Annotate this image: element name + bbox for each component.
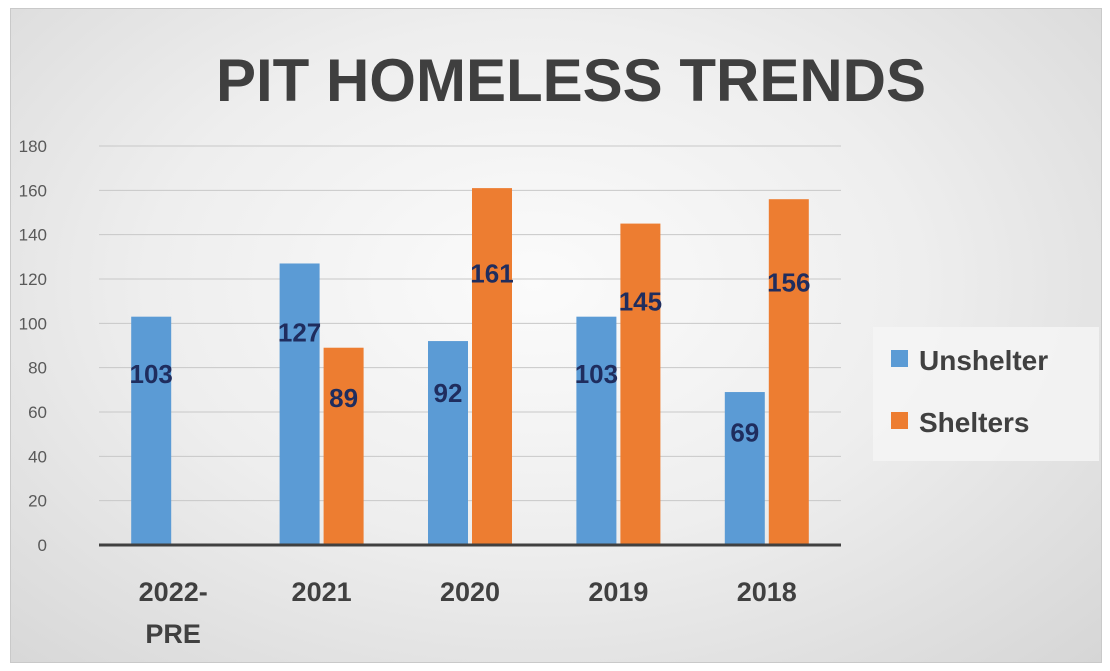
bar-unshelter bbox=[724, 392, 765, 545]
gridlines bbox=[99, 145, 841, 502]
data-label: 145 bbox=[619, 286, 662, 316]
legend-label-shelters: Shelters bbox=[919, 407, 1030, 438]
y-tick-label: 160 bbox=[19, 181, 47, 200]
data-label: 69 bbox=[730, 418, 759, 448]
bar-shelters bbox=[620, 223, 661, 546]
y-tick-label: 80 bbox=[28, 359, 47, 378]
bar-shelters bbox=[768, 199, 809, 545]
bar-unshelter bbox=[279, 263, 320, 545]
chart-area: PIT HOMELESS TRENDS 0 20 40 60 80 100 120 140 16… bbox=[10, 8, 1102, 663]
bar-unshelter bbox=[131, 316, 172, 545]
y-axis-tick-labels: 0 20 40 60 80 100 120 140 160 180 bbox=[19, 137, 47, 555]
y-tick-label: 180 bbox=[19, 137, 47, 156]
x-tick-label: 2020 bbox=[440, 577, 500, 607]
chart-title: PIT HOMELESS TRENDS bbox=[216, 47, 926, 114]
y-tick-label: 120 bbox=[19, 270, 47, 289]
y-tick-label: 60 bbox=[28, 403, 47, 422]
bar-unshelter bbox=[576, 316, 617, 545]
legend-swatch-shelters bbox=[891, 412, 908, 429]
data-label: 89 bbox=[329, 383, 358, 413]
legend-swatch-unshelter bbox=[891, 350, 908, 367]
data-label: 156 bbox=[767, 267, 810, 297]
x-tick-label: 2021 bbox=[292, 577, 352, 607]
y-tick-label: 140 bbox=[19, 226, 47, 245]
bar-chart: PIT HOMELESS TRENDS 0 20 40 60 80 100 120 140 16… bbox=[19, 47, 1099, 649]
x-tick-label: 2019 bbox=[588, 577, 648, 607]
data-label: 161 bbox=[470, 259, 513, 289]
legend-label-unshelter: Unshelter bbox=[919, 345, 1048, 376]
y-tick-label: 100 bbox=[19, 314, 47, 333]
bar-shelters bbox=[323, 347, 364, 545]
y-tick-label: 0 bbox=[38, 536, 47, 555]
x-tick-label: 2018 bbox=[737, 577, 797, 607]
legend-box bbox=[873, 327, 1099, 461]
data-label: 92 bbox=[434, 378, 463, 408]
y-tick-label: 40 bbox=[28, 447, 47, 466]
legend: Unshelter Shelters bbox=[873, 327, 1099, 461]
x-tick-label: 2022-PRE bbox=[139, 577, 208, 649]
data-label: 127 bbox=[278, 317, 321, 347]
bars bbox=[131, 188, 809, 546]
data-label: 103 bbox=[575, 359, 618, 389]
data-labels: 103 127 92 103 69 89 161 145 156 bbox=[130, 259, 811, 448]
x-axis-tick-labels: 2022-PRE 2021 2020 2019 2018 bbox=[139, 577, 797, 649]
bar-shelters bbox=[472, 188, 512, 545]
data-label: 103 bbox=[130, 359, 173, 389]
y-tick-label: 20 bbox=[28, 492, 47, 511]
bar-unshelter bbox=[428, 341, 468, 545]
